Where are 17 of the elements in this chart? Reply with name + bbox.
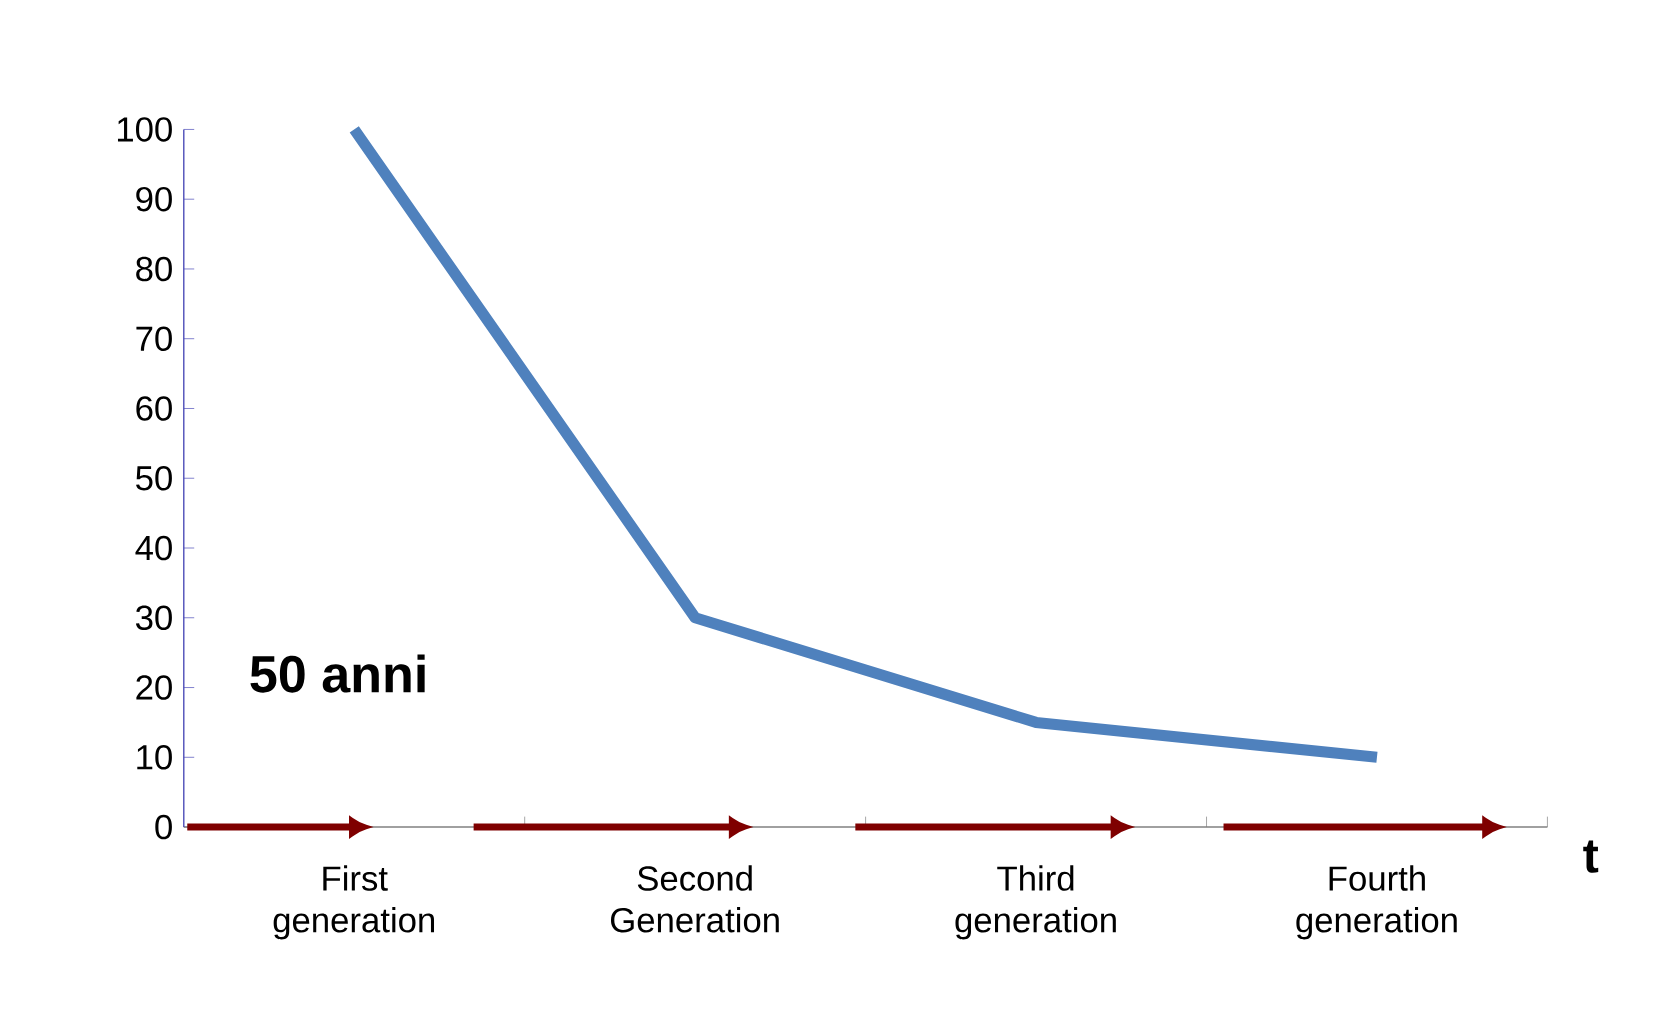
y-tick-label: 30 (135, 605, 172, 631)
y-tick-label: 90 (136, 187, 172, 212)
x-axis-title: t (1583, 840, 1599, 873)
y-tick-label: 70 (136, 326, 172, 352)
x-tick-label: Fourth generation (1296, 865, 1457, 940)
x-tick-label: Third generation (955, 865, 1116, 940)
y-tick-label: 20 (136, 675, 172, 700)
y-tick-label: 100 (117, 117, 172, 142)
y-tick-label: 60 (136, 396, 172, 421)
y-tick-label: 40 (135, 535, 172, 561)
y-tick-label: 0 (155, 814, 172, 840)
x-tick-label: Second Generation (610, 865, 779, 933)
y-tick-label: 10 (137, 745, 172, 770)
y-tick-label: 50 (136, 466, 172, 491)
y-tick-label: 80 (136, 256, 172, 282)
x-tick-label: First generation (273, 865, 435, 940)
annotation: 50 anni (250, 654, 425, 693)
